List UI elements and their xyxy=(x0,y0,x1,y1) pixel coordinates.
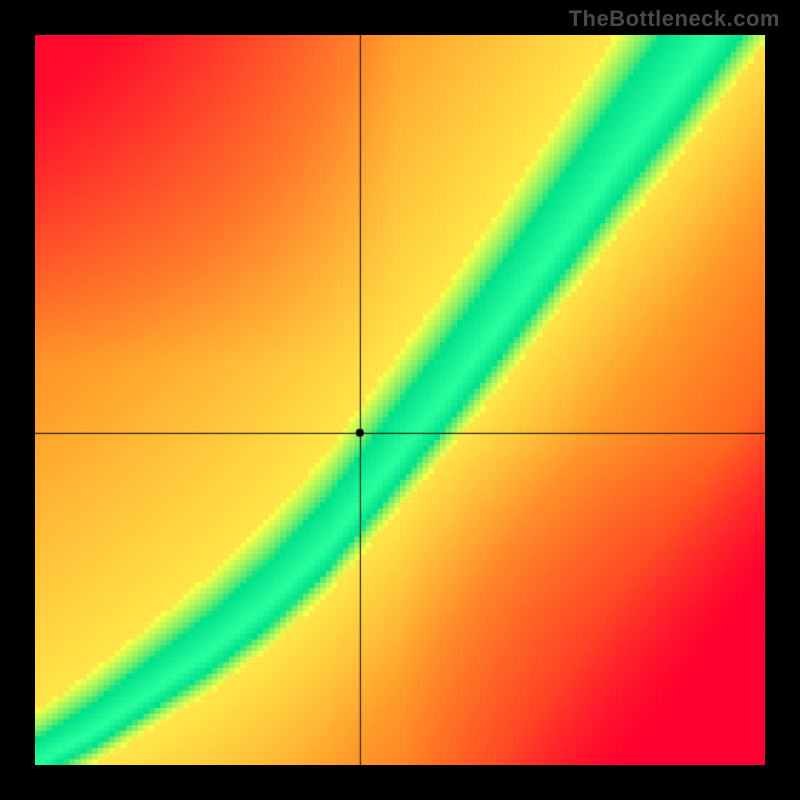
bottleneck-heatmap xyxy=(35,35,765,765)
watermark-text: TheBottleneck.com xyxy=(569,6,780,32)
chart-container: TheBottleneck.com xyxy=(0,0,800,800)
